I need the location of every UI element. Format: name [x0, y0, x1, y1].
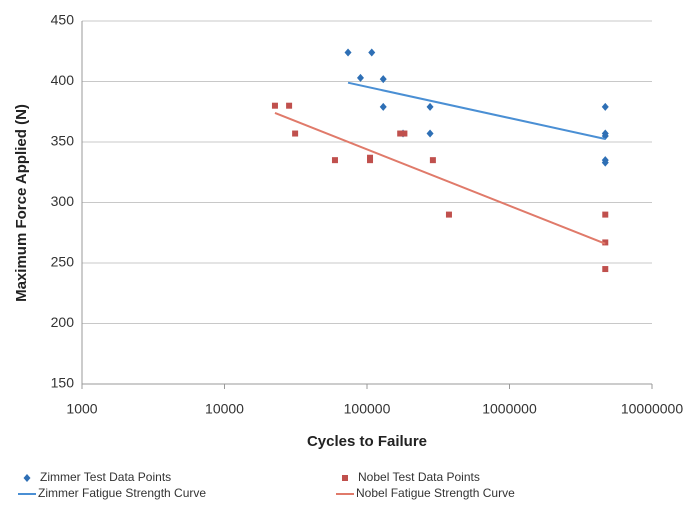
point — [602, 211, 609, 218]
x-tick-label: 10000000 — [621, 401, 684, 417]
point — [286, 102, 293, 109]
point — [401, 130, 408, 137]
point — [292, 130, 299, 137]
point — [602, 239, 609, 246]
point — [271, 102, 278, 109]
x-tick-label: 1000 — [66, 401, 97, 417]
point — [379, 102, 387, 111]
point — [426, 102, 434, 111]
x-tick-label: 1000000 — [482, 401, 537, 417]
y-tick-label: 300 — [51, 193, 75, 209]
y-tick-label: 350 — [51, 133, 75, 149]
point — [445, 211, 452, 218]
legend-swatch — [342, 475, 348, 481]
legend-label: Zimmer Test Data Points — [40, 470, 171, 484]
point — [426, 129, 434, 138]
x-tick-label: 100000 — [344, 401, 391, 417]
y-tick-label: 250 — [51, 254, 75, 270]
x-tick-label: 10000 — [205, 401, 244, 417]
y-tick-label: 450 — [51, 12, 75, 28]
y-tick-label: 150 — [51, 375, 75, 391]
point — [368, 48, 376, 57]
legend-swatch — [23, 474, 31, 482]
legend-label: Zimmer Fatigue Strength Curve — [38, 486, 206, 500]
point — [379, 75, 387, 84]
point — [331, 157, 338, 164]
y-tick-label: 200 — [51, 314, 75, 330]
fit-line — [274, 112, 606, 245]
legend-label: Nobel Fatigue Strength Curve — [356, 486, 515, 500]
y-tick-label: 400 — [51, 72, 75, 88]
point — [356, 73, 364, 82]
legend-label: Nobel Test Data Points — [358, 470, 480, 484]
point — [602, 266, 609, 273]
x-axis-title: Cycles to Failure — [307, 433, 427, 450]
point — [601, 102, 609, 111]
point — [344, 48, 352, 57]
point — [429, 157, 436, 164]
fit-line — [347, 81, 606, 140]
point — [367, 154, 374, 161]
y-axis-title: Maximum Force Applied (N) — [13, 104, 30, 302]
point — [397, 130, 404, 137]
point — [601, 158, 609, 167]
